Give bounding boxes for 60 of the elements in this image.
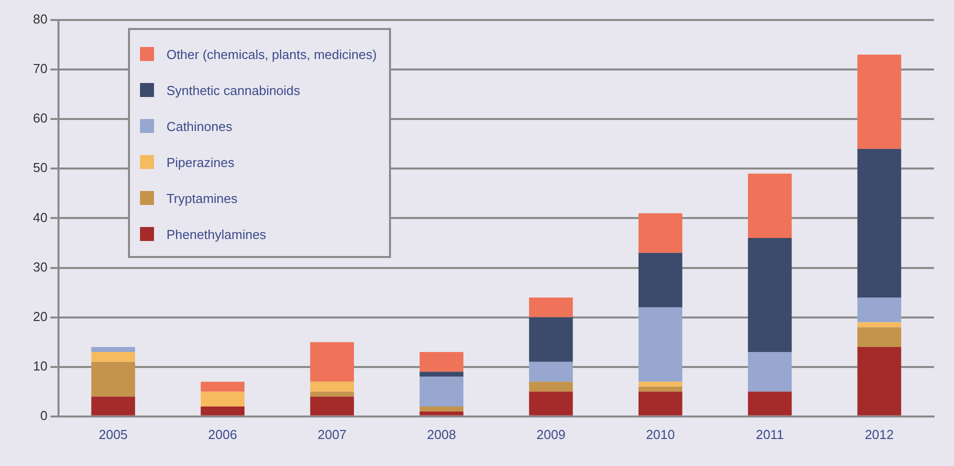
bar <box>857 297 902 322</box>
bar <box>420 406 464 412</box>
bar <box>857 322 902 328</box>
y-tick-label: 0 <box>40 408 48 423</box>
bar <box>638 382 682 387</box>
y-tick-label: 20 <box>32 308 48 324</box>
bar <box>529 382 573 392</box>
x-tick-label: 2007 <box>318 426 347 442</box>
legend-label: Piperazines <box>166 154 234 170</box>
x-tick-label: 2011 <box>756 426 784 442</box>
bar <box>638 213 682 253</box>
y-tick-label: 60 <box>32 110 48 126</box>
bar <box>91 362 136 397</box>
legend-label: Phenethylamines <box>166 226 266 242</box>
bar <box>91 396 136 416</box>
bar <box>310 342 354 382</box>
bar <box>529 392 573 416</box>
bar <box>310 392 354 397</box>
bar <box>638 392 682 416</box>
bar <box>310 382 354 392</box>
bar <box>200 406 245 416</box>
y-tick-label: 10 <box>32 358 48 374</box>
bar <box>748 352 792 392</box>
x-tick-label: 2010 <box>646 426 675 442</box>
bar <box>420 411 464 416</box>
bar <box>638 386 682 392</box>
y-tick-label: 80 <box>32 12 48 27</box>
x-tick-label: 2009 <box>536 426 566 442</box>
legend-label: Tryptamines <box>166 190 238 206</box>
bar <box>857 54 902 149</box>
bar <box>857 148 902 298</box>
bar <box>200 392 245 406</box>
bar <box>529 297 573 318</box>
bar <box>310 396 354 416</box>
y-tick-label: 40 <box>32 210 48 225</box>
bar <box>748 392 792 416</box>
bar <box>91 347 136 352</box>
bar <box>200 382 245 392</box>
bar <box>857 327 902 348</box>
y-tick-label: 70 <box>32 61 48 76</box>
y-tick-label: 50 <box>32 160 48 176</box>
legend-label: Synthetic cannabinoids <box>166 82 300 98</box>
bar <box>529 362 573 382</box>
x-tick-label: 2012 <box>864 426 894 442</box>
x-tick-label: 2008 <box>427 426 456 442</box>
y-tick-label: 30 <box>32 259 48 274</box>
bar <box>420 352 464 372</box>
legend-label: Other (chemicals, plants, medicines) <box>166 46 377 62</box>
bar <box>91 352 136 362</box>
legend-label: Cathinones <box>166 118 232 134</box>
x-tick-label: 2005 <box>98 426 128 442</box>
bar <box>529 317 573 362</box>
bar <box>638 252 682 308</box>
bar <box>638 307 682 382</box>
bar <box>748 238 792 352</box>
bar <box>748 174 792 238</box>
bar <box>420 372 464 377</box>
bar <box>857 347 902 416</box>
x-tick-label: 2006 <box>208 426 238 442</box>
bar <box>420 376 464 406</box>
